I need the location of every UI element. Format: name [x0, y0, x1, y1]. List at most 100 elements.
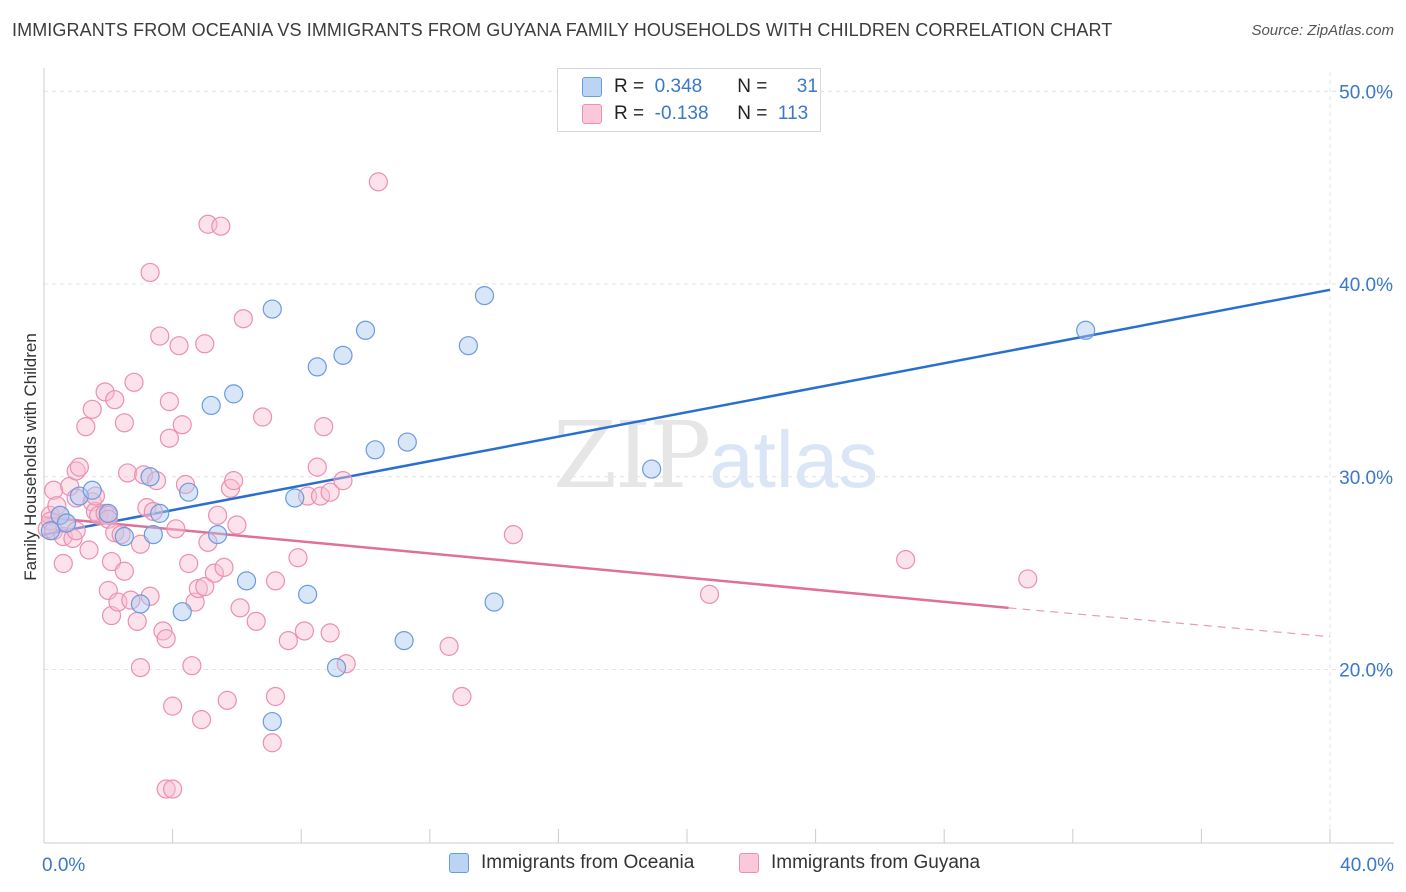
- n-label: N =: [737, 103, 768, 124]
- guyana-point: [195, 577, 215, 597]
- oceania-point: [355, 320, 376, 340]
- x-tick-label: 0.0%: [42, 855, 85, 876]
- guyana-point: [76, 417, 96, 437]
- oceania-point: [82, 480, 102, 500]
- guyana-point: [294, 621, 315, 641]
- oceania-point: [98, 503, 118, 523]
- guyana-point: [307, 457, 327, 477]
- oceania-point: [642, 459, 662, 479]
- guyana-point: [127, 611, 147, 631]
- guyana-point: [265, 686, 286, 707]
- guyana-point: [288, 548, 308, 568]
- watermark-atlas: atlas: [709, 415, 879, 504]
- guyana-point: [66, 521, 86, 541]
- oceania-point: [143, 524, 163, 545]
- guyana-point: [198, 532, 218, 552]
- oceania-point: [298, 584, 318, 604]
- oceania-point: [394, 631, 414, 651]
- oceania-point: [474, 285, 495, 306]
- oceania-point: [114, 526, 134, 547]
- guyana-point: [224, 471, 244, 491]
- guyana-point: [124, 372, 144, 392]
- oceania-point: [236, 571, 257, 591]
- oceania-point: [50, 505, 70, 525]
- oceania-point: [307, 357, 327, 377]
- guyana-point: [230, 598, 250, 618]
- guyana-point: [140, 262, 160, 283]
- guyana-point: [211, 216, 231, 236]
- guyana-point: [150, 326, 170, 346]
- guyana-point: [896, 550, 916, 570]
- guyana-point: [182, 656, 202, 676]
- guyana-point: [95, 382, 115, 402]
- oceania-point: [56, 513, 77, 533]
- y-tick-label: 30.0%: [1339, 468, 1393, 489]
- guyana-point: [333, 471, 353, 491]
- series-legend: Immigrants from Oceania Immigrants from …: [0, 852, 1406, 878]
- guyana-point: [163, 696, 183, 716]
- trend-line-guyana: [43, 516, 1009, 610]
- guyana-point: [105, 390, 125, 410]
- oceania-point: [150, 503, 170, 523]
- guyana-point: [163, 779, 183, 799]
- x-tick-label: 40.0%: [1340, 855, 1394, 876]
- guyana-point: [227, 515, 247, 535]
- oceania-point: [484, 592, 504, 612]
- guyana-point: [53, 553, 73, 574]
- legend-row-guyana: R = -0.138 N = 113: [582, 101, 818, 127]
- guyana-point: [175, 474, 196, 495]
- r-label: R =: [614, 103, 645, 124]
- oceania-point: [172, 602, 192, 622]
- axes: [43, 68, 1394, 844]
- legend-item-guyana: Immigrants from Guyana: [739, 852, 980, 874]
- chart-title: IMMIGRANTS FROM OCEANIA VS IMMIGRANTS FR…: [12, 20, 1113, 40]
- guyana-point: [114, 413, 134, 433]
- guyana-point: [153, 621, 173, 641]
- guyana-point: [101, 551, 122, 572]
- r-value: 0.348: [654, 76, 703, 97]
- guyana-point: [368, 172, 388, 192]
- r-value: -0.138: [654, 103, 709, 124]
- guyana-point: [699, 584, 720, 604]
- y-tick-label: 20.0%: [1339, 661, 1393, 682]
- y-axis-label: Family Households with Children: [21, 333, 40, 581]
- trend-line-oceania: [43, 288, 1331, 536]
- guyana-point: [1018, 569, 1038, 589]
- guyana-point: [452, 686, 472, 707]
- guyana-point: [503, 524, 523, 545]
- guyana-point: [130, 657, 151, 678]
- oceania-point: [1076, 320, 1096, 340]
- guyana-point: [111, 524, 131, 545]
- guyana-point: [169, 336, 189, 356]
- source-label: Source: ZipAtlas.com: [1251, 22, 1394, 39]
- oceania-point: [333, 345, 353, 365]
- oceania-point: [262, 711, 282, 732]
- guyana-point: [66, 488, 86, 508]
- oceania-point: [179, 482, 199, 502]
- guyana-point: [314, 417, 334, 437]
- y-tick-label: 40.0%: [1339, 275, 1393, 296]
- guyana-point: [85, 486, 106, 506]
- legend-label-guyana: Immigrants from Guyana: [771, 852, 981, 873]
- guyana-point: [336, 654, 356, 674]
- oceania-point: [40, 521, 61, 541]
- guyana-point: [117, 463, 138, 483]
- guyana-point: [220, 478, 241, 498]
- oceania-point: [130, 594, 151, 614]
- y-tick-label: 50.0%: [1339, 82, 1393, 103]
- legend-label-oceania: Immigrants from Oceania: [481, 852, 695, 873]
- guyana-point: [159, 392, 179, 412]
- guyana-point: [217, 690, 237, 710]
- guyana-point: [253, 407, 273, 427]
- guyana-point: [69, 457, 89, 477]
- oceania-swatch: [449, 853, 469, 873]
- guyana-point: [195, 334, 215, 354]
- oceania-point: [224, 384, 244, 404]
- oceania-point: [140, 467, 160, 487]
- stats-legend: R = 0.348 N = 31 R = -0.138 N = 113: [557, 68, 821, 132]
- guyana-point: [44, 480, 64, 500]
- guyana-point: [172, 415, 192, 435]
- guyana-point: [79, 540, 99, 560]
- guyana-point: [156, 629, 176, 649]
- guyana-point: [320, 623, 340, 643]
